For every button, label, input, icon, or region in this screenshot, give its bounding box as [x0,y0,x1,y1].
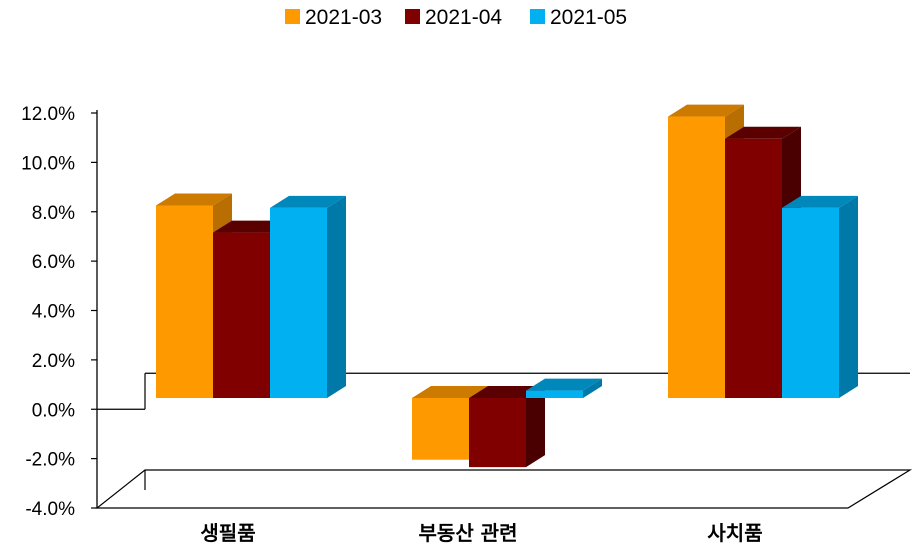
legend-swatch [405,9,420,24]
chart-floor [95,469,913,509]
legend-label: 2021-04 [425,6,502,29]
bar-front [156,205,213,398]
legend-label: 2021-03 [305,6,382,29]
bar-front [526,390,583,398]
y-tick-label: 2.0% [32,351,75,372]
legend-entry: 2021-05 [530,6,627,29]
y-tick-label: -4.0% [25,499,75,520]
y-axis-ticks: 12.0% 10.0% 8.0% 6.0% 4.0% 2.0% 0.0% -2.0% -4.0% [21,104,97,520]
bar [782,195,858,398]
bar [469,386,545,468]
x-category-label: 부동산 관련 [419,521,518,545]
x-axis-categories: 생필품 부동산 관련 사치품 [200,521,762,545]
bar [270,195,346,398]
bar-side [583,378,602,398]
bar-top [412,386,488,398]
bar-top [668,104,744,117]
bar-front [469,398,526,468]
bar-side [839,195,858,398]
bar-front [213,232,270,398]
bar-side [526,386,545,468]
legend-swatch [530,9,545,24]
bar-top [782,195,858,208]
x-category-label: 사치품 [707,521,762,545]
y-tick-label: 8.0% [32,203,75,224]
legend-entry: 2021-03 [285,6,382,29]
y-tick-label: 10.0% [21,153,75,174]
legend-label: 2021-05 [550,6,627,29]
legend-entry: 2021-04 [405,6,502,29]
bar-front [270,207,327,398]
y-tick-label: 4.0% [32,302,75,323]
bar-front [725,138,782,398]
y-tick-label: 12.0% [21,104,75,125]
bar-side [327,195,346,398]
y-tick-label: -2.0% [25,450,75,471]
legend: 2021-03 2021-04 2021-05 [285,6,627,29]
y-tick-label: 6.0% [32,252,75,273]
bars [156,104,858,468]
bar-front [412,398,469,460]
y-tick-label: 0.0% [32,400,75,421]
bar-front [668,116,725,398]
bar [526,378,602,398]
bar-top [270,195,346,208]
bar-top [725,126,801,139]
x-category-label: 생필품 [200,521,255,545]
legend-swatch [285,9,300,24]
bar-top [526,378,602,391]
bar-top [156,193,232,206]
bar-front [782,207,839,398]
